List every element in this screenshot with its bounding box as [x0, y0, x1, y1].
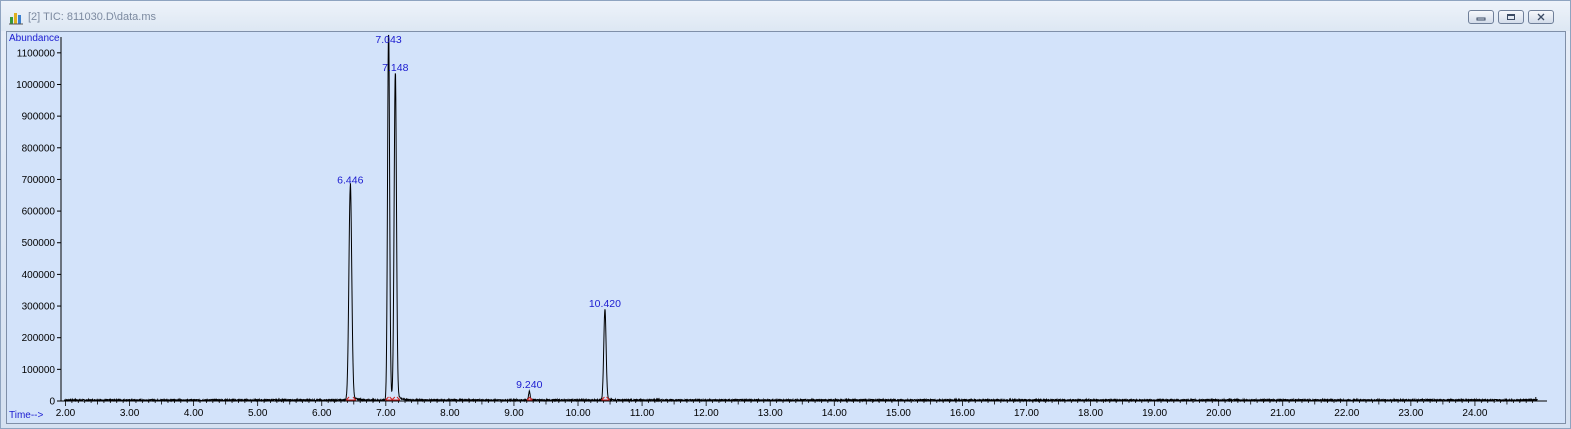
x-tick-label: 14.00 — [822, 408, 847, 419]
y-tick-label: 600000 — [22, 207, 56, 218]
title-bar[interactable]: [2] TIC: 811030.D\data.ms — [1, 1, 1570, 31]
close-button[interactable] — [1528, 10, 1554, 24]
tic-trace-line — [64, 34, 1538, 403]
y-tick-label: 900000 — [22, 112, 56, 123]
x-tick-label: 4.00 — [184, 408, 204, 419]
x-tick-label: 6.00 — [312, 408, 332, 419]
x-tick-label: 23.00 — [1398, 408, 1423, 419]
x-axis-label: Time--> — [9, 410, 44, 421]
x-tick-label: 17.00 — [1014, 408, 1039, 419]
x-tick-label: 10.00 — [565, 408, 590, 419]
peak-label: 7.043 — [375, 34, 401, 46]
y-tick-label: 100000 — [22, 365, 56, 376]
x-tick-label: 3.00 — [120, 408, 140, 419]
y-tick-label: 800000 — [22, 143, 56, 154]
y-axis-label: Abundance — [9, 33, 60, 44]
integration-markers — [345, 396, 610, 401]
x-tick-label: 19.00 — [1142, 408, 1167, 419]
y-tick-label: 500000 — [22, 238, 56, 249]
x-tick-label: 11.00 — [630, 408, 655, 419]
minimize-icon — [1476, 17, 1486, 21]
minimize-button[interactable] — [1468, 10, 1494, 24]
restore-icon — [1507, 14, 1515, 20]
x-tick-label: 22.00 — [1334, 408, 1359, 419]
window-title: [2] TIC: 811030.D\data.ms — [28, 11, 156, 23]
y-tick-label: 1100000 — [17, 48, 56, 59]
x-tick-label: 15.00 — [886, 408, 911, 419]
peak-label: 10.420 — [589, 298, 621, 310]
integration-marker — [526, 396, 533, 401]
integration-marker — [601, 396, 610, 401]
integration-marker — [345, 396, 357, 401]
y-tick-label: 200000 — [22, 333, 56, 344]
plot-area[interactable]: 0 100000 200000 300000 400000 500000 600000 700… — [6, 31, 1566, 424]
x-tick-label: 9.00 — [504, 408, 524, 419]
y-tick-label: 300000 — [22, 302, 56, 313]
peak-label: 6.446 — [337, 174, 363, 186]
integration-marker — [391, 396, 401, 401]
peak-label: 7.148 — [382, 62, 408, 74]
y-tick-label: 700000 — [22, 175, 56, 186]
y-tick-label: 400000 — [22, 270, 56, 281]
x-tick-label: 20.00 — [1206, 408, 1231, 419]
peak-label: 9.240 — [516, 379, 542, 391]
x-tick-label: 16.00 — [950, 408, 975, 419]
close-icon — [1537, 13, 1545, 21]
x-tick-label: 7.00 — [376, 408, 396, 419]
chromatogram-app-icon — [9, 13, 23, 25]
tic-trace — [64, 34, 1538, 403]
x-tick-label: 12.00 — [694, 408, 719, 419]
y-tick-label: 1000000 — [16, 80, 55, 91]
restore-button[interactable] — [1498, 10, 1524, 24]
x-tick-label: 18.00 — [1078, 408, 1103, 419]
x-tick-label: 2.00 — [56, 408, 76, 419]
x-tick-label: 8.00 — [440, 408, 460, 419]
chromatogram-chart[interactable]: 0 100000 200000 300000 400000 500000 600000 700… — [7, 32, 1565, 423]
x-tick-label: 5.00 — [248, 408, 268, 419]
x-tick-label: 21.00 — [1270, 408, 1295, 419]
x-tick-label: 24.00 — [1462, 408, 1487, 419]
peak-labels: 6.446 7.043 7.148 9.240 10.420 — [337, 34, 621, 391]
y-axis: 0 100000 200000 300000 400000 500000 600000 700… — [16, 37, 62, 408]
x-tick-label: 13.00 — [758, 408, 783, 419]
y-tick-label: 0 — [49, 397, 55, 408]
